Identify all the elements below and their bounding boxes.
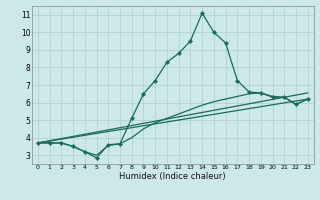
X-axis label: Humidex (Indice chaleur): Humidex (Indice chaleur) bbox=[119, 172, 226, 181]
